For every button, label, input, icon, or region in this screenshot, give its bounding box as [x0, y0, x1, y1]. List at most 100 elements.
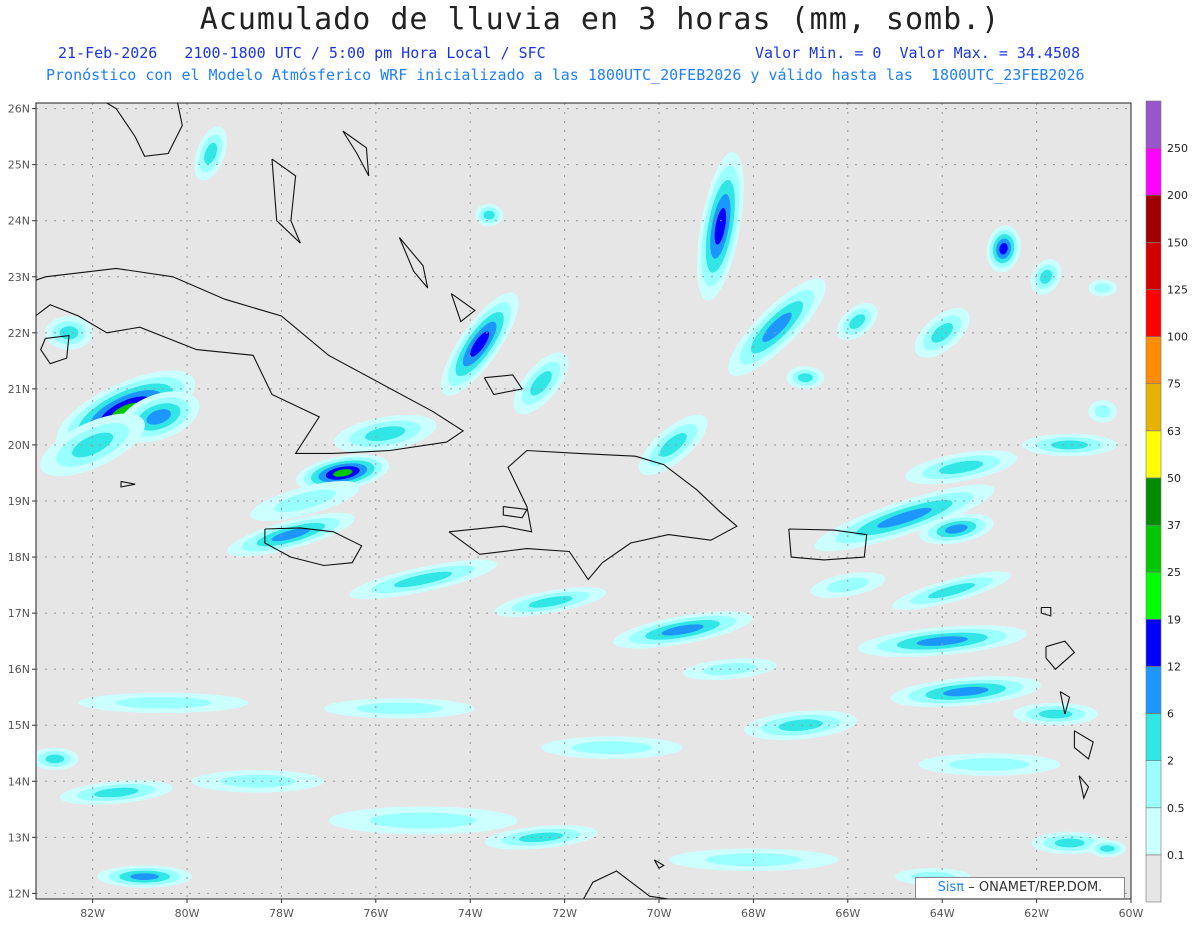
lon-label: 68W	[741, 907, 766, 920]
rain-level-2	[393, 571, 453, 588]
rain-level-2	[939, 460, 984, 475]
rain-level-2	[1051, 440, 1089, 450]
rain-cell	[40, 413, 145, 477]
rain-cell	[494, 587, 607, 617]
rain-level-1	[571, 741, 652, 754]
rain-cell	[744, 710, 858, 741]
lat-label: 12N	[8, 887, 30, 900]
rain-cell	[914, 307, 970, 358]
coastline-florida	[106, 103, 183, 157]
rain-level-3	[762, 312, 792, 342]
lat-label: 14N	[8, 775, 30, 788]
rain-level-1	[1094, 283, 1111, 293]
rain-level-1	[356, 702, 443, 715]
rain-level-3	[877, 507, 932, 528]
coastline-puerto_rico	[788, 528, 868, 561]
rain-level-2	[797, 373, 813, 383]
colorbar-swatch	[1145, 807, 1162, 856]
coastline-hispaniola	[448, 449, 738, 581]
coastline-gonave	[502, 506, 528, 519]
rain-cell	[697, 151, 744, 301]
coastline-cat_long	[398, 237, 429, 289]
lat-label: 21N	[8, 383, 30, 396]
coastline-dominica	[1059, 691, 1071, 715]
colorbar-label: 2	[1167, 755, 1174, 768]
rain-cell	[328, 806, 518, 835]
chart-title: Acumulado de lluvia en 3 horas (mm, somb…	[199, 2, 1001, 37]
rain-level-2	[530, 371, 552, 396]
rain-level-2	[1054, 838, 1085, 848]
rain-cell	[890, 676, 1042, 708]
colorbar-label: 19	[1167, 613, 1181, 626]
rain-cell	[323, 698, 475, 719]
rain-level-3	[146, 409, 172, 425]
rain-cell	[541, 736, 683, 759]
rain-cell	[194, 126, 227, 181]
rain-level-3	[916, 636, 968, 646]
lon-label: 66W	[835, 907, 860, 920]
rain-level-2	[1099, 845, 1115, 852]
colorbar-swatch	[1145, 242, 1162, 290]
coastline-guadeloupe	[1045, 640, 1076, 670]
colorbar-swatch	[1145, 666, 1162, 714]
lon-label: 74W	[458, 907, 483, 920]
rain-level-2	[45, 754, 65, 764]
rain-level-4	[714, 208, 727, 245]
colorbar-label: 63	[1167, 425, 1181, 438]
date-time-subtitle: 21-Feb-2026 2100-1800 UTC / 5:00 pm Hora…	[58, 44, 546, 62]
rain-level-2	[528, 596, 573, 608]
lon-label: 78W	[269, 907, 294, 920]
rain-cell	[905, 450, 1017, 485]
colorbar-label: 50	[1167, 472, 1181, 485]
graticule	[36, 103, 1131, 899]
rain-level-2	[1038, 709, 1073, 719]
rain-cell	[1088, 840, 1127, 857]
rain-cell	[78, 692, 249, 713]
rain-cell	[59, 780, 173, 805]
rain-level-2	[72, 432, 114, 458]
lat-label: 15N	[8, 719, 30, 732]
colorbar-label: 75	[1167, 378, 1181, 391]
colorbar-swatch	[1145, 477, 1162, 526]
model-subtitle: Pronóstico con el Modelo Atmósferico WRF…	[46, 66, 1085, 84]
rain-level-4	[470, 331, 490, 357]
colorbar-swatch	[1145, 430, 1162, 479]
lon-label: 70W	[647, 907, 672, 920]
coastline-curacao_aruba	[653, 859, 665, 869]
colorbar-swatch	[1145, 147, 1162, 196]
rain-cell	[810, 572, 886, 598]
rain-cell	[918, 753, 1061, 776]
rain-level-3	[661, 624, 704, 636]
colorbar-swatch	[1145, 854, 1162, 903]
rain-level-2	[204, 142, 218, 165]
lon-label: 76W	[363, 907, 388, 920]
credit-box: Sisπ – ONAMET/REP.DOM.	[915, 877, 1125, 899]
rain-cell	[334, 414, 437, 453]
rain-level-3	[945, 524, 968, 534]
lon-label: 62W	[1024, 907, 1049, 920]
rain-cell	[857, 625, 1027, 657]
lat-label: 25N	[8, 159, 30, 172]
rain-cell	[296, 454, 390, 492]
colorbar-swatch	[1145, 289, 1162, 337]
lat-label: 18N	[8, 551, 30, 564]
rain-cell	[513, 352, 569, 415]
rain-level-3	[271, 528, 311, 542]
rain-cell	[837, 303, 878, 341]
lat-label: 24N	[8, 215, 30, 228]
colorbar-swatch	[1145, 713, 1162, 761]
min-max-subtitle: Valor Min. = 0 Valor Max. = 34.4508	[755, 44, 1081, 62]
lat-label: 23N	[8, 271, 30, 284]
coastline-great_inagua	[483, 374, 524, 396]
colorbar-swatch	[1145, 760, 1162, 809]
rain-level-2	[483, 210, 495, 220]
rain-cell	[1088, 400, 1117, 423]
colorbar-swatch	[1145, 524, 1162, 573]
rain-level-1	[274, 489, 337, 513]
rain-cell	[191, 770, 324, 793]
colorbar-swatch	[1145, 383, 1162, 432]
coastline-antigua	[1040, 606, 1052, 617]
colorbar-label: 25	[1167, 566, 1181, 579]
rain-cell	[919, 513, 994, 545]
